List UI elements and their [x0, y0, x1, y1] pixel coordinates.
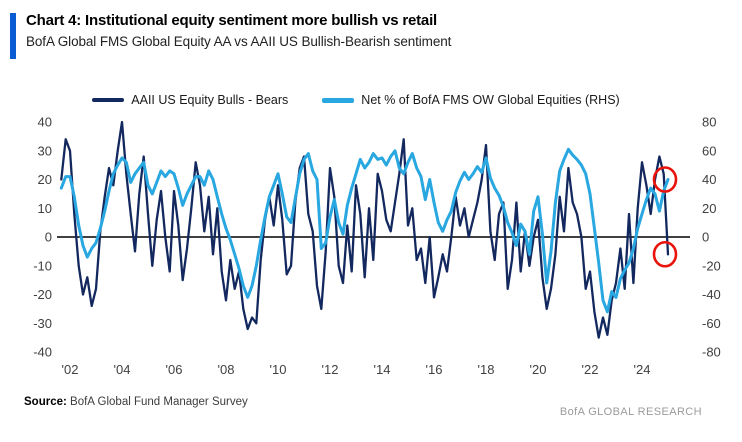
- x-axis-label: '18: [478, 362, 495, 377]
- y-axis-left-label: -30: [33, 316, 52, 331]
- highlight-circle-fms: [652, 166, 678, 193]
- y-axis-left-label: 30: [38, 143, 52, 158]
- y-axis-right-label: 40: [702, 172, 716, 187]
- title-accent-bar: [10, 13, 16, 59]
- legend-label-fms: Net % of BofA FMS OW Global Equities (RH…: [361, 93, 620, 107]
- y-axis-right-label: -60: [702, 316, 721, 331]
- y-axis-left-label: -40: [33, 345, 52, 360]
- fms-line-swatch-icon: [322, 97, 355, 103]
- highlight-circle-aaii: [652, 240, 678, 268]
- y-axis-right-label: 60: [702, 143, 716, 158]
- chart-subtitle: BofA Global FMS Global Equity AA vs AAII…: [26, 34, 452, 49]
- y-axis-right-label: 0: [702, 230, 709, 245]
- y-axis-right-label: -40: [702, 287, 721, 302]
- x-axis-label: '02: [62, 362, 79, 377]
- fms-series-line: [59, 147, 670, 314]
- y-axis-left-label: -10: [33, 258, 52, 273]
- x-axis-label: '08: [218, 362, 235, 377]
- x-axis-label: '04: [114, 362, 131, 377]
- legend-item-aaii: AAII US Equity Bulls - Bears: [92, 93, 288, 107]
- x-axis-label: '22: [582, 362, 599, 377]
- aaii-line-swatch-icon: [92, 98, 125, 102]
- y-axis-right-label: -80: [702, 345, 721, 360]
- x-axis-label: '14: [374, 362, 391, 377]
- legend: AAII US Equity Bulls - Bears Net % of Bo…: [0, 93, 712, 107]
- x-axis-label: '06: [166, 362, 183, 377]
- y-axis-right-label: 20: [702, 201, 716, 216]
- y-axis-right-label: 80: [702, 115, 716, 130]
- x-axis-label: '16: [426, 362, 443, 377]
- x-axis-label: '24: [634, 362, 651, 377]
- source-line: Source: BofA Global Fund Manager Survey: [24, 396, 248, 408]
- legend-label-aaii: AAII US Equity Bulls - Bears: [131, 93, 289, 107]
- legend-item-fms: Net % of BofA FMS OW Global Equities (RH…: [322, 93, 620, 107]
- source-text: BofA Global Fund Manager Survey: [70, 396, 248, 408]
- y-axis-left-label: 40: [38, 115, 52, 130]
- y-axis-right-label: -20: [702, 258, 721, 273]
- chart-title: Chart 4: Institutional equity sentiment …: [26, 12, 438, 29]
- x-axis-label: '10: [270, 362, 287, 377]
- aaii-series-line: [60, 120, 670, 339]
- x-axis-label: '20: [530, 362, 547, 377]
- x-axis-label: '12: [322, 362, 339, 377]
- y-axis-left-label: 0: [45, 230, 52, 245]
- y-axis-left-label: 20: [38, 172, 52, 187]
- y-axis-left-label: 10: [38, 201, 52, 216]
- y-axis-left-label: -20: [33, 287, 52, 302]
- brand-text: BofA GLOBAL RESEARCH: [559, 406, 702, 418]
- source-label: Source:: [24, 396, 67, 408]
